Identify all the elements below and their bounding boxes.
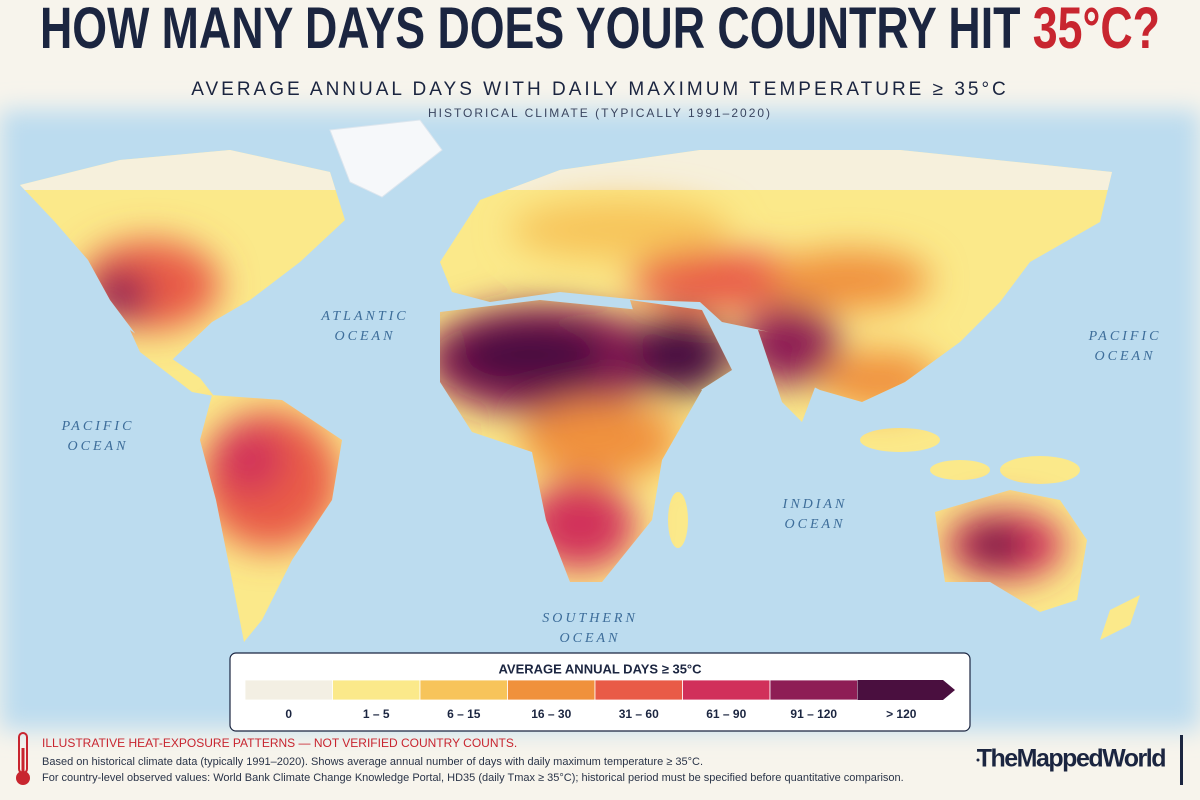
legend-title: AVERAGE ANNUAL DAYS ≥ 35°C	[498, 661, 702, 676]
note: Based on historical climate data (typica…	[42, 756, 703, 768]
ocean-label: OCEAN	[1095, 349, 1156, 364]
subtitle: AVERAGE ANNUAL DAYS WITH DAILY MAXIMUM T…	[191, 79, 1009, 100]
ocean-label: PACIFIC	[1088, 329, 1162, 344]
warning: ILLUSTRATIVE HEAT-EXPOSURE PATTERNS — NO…	[42, 736, 517, 750]
brand-dot	[976, 758, 980, 762]
legend-label: 16 – 30	[531, 707, 571, 721]
legend-swatch	[857, 680, 955, 700]
legend-label: 0	[285, 707, 292, 721]
title-main: HOW MANY DAYS DOES YOUR COUNTRY HIT	[40, 0, 1020, 61]
note: For country-level observed values: World…	[42, 772, 904, 784]
brand: TheMappedWorld	[977, 745, 1165, 773]
ocean-labels: ATLANTIC OCEAN PACIFIC OCEAN PACIFIC OCEAN IND…	[61, 309, 1162, 646]
legend-label: 61 – 90	[706, 707, 746, 721]
ocean-label: SOUTHERN	[542, 611, 638, 626]
ocean-label: INDIAN	[782, 497, 848, 512]
legend-label: 91 – 120	[790, 707, 837, 721]
thermometer-icon	[16, 732, 30, 785]
legend-label: > 120	[886, 707, 917, 721]
legend-swatch	[507, 679, 596, 701]
ocean-label: PACIFIC	[61, 419, 135, 434]
ocean-label: OCEAN	[68, 439, 129, 454]
ocean-label: OCEAN	[785, 517, 846, 532]
period: HISTORICAL CLIMATE (TYPICALLY 1991–2020)	[428, 106, 772, 120]
legend-swatch	[419, 679, 508, 701]
legend-swatch	[682, 679, 771, 701]
legend-label: 31 – 60	[619, 707, 659, 721]
legend-label: 1 – 5	[363, 707, 390, 721]
legend-swatch	[244, 679, 333, 701]
title: HOW MANY DAYS DOES YOUR COUNTRY HIT35°C?	[40, 0, 1160, 61]
legend-swatch	[594, 679, 683, 701]
legend: 0 1 – 5 6 – 15 16 – 30 31 – 60 61 – 90 91 – 12…	[244, 679, 955, 721]
legend-swatch	[332, 679, 421, 701]
brand-bar	[1180, 735, 1183, 785]
greenland	[329, 119, 443, 198]
legend-swatch	[769, 679, 858, 701]
ocean-label: ATLANTIC	[320, 309, 408, 324]
ocean-label: OCEAN	[560, 631, 621, 646]
title-highlight: 35°C?	[1033, 0, 1160, 61]
ocean-label: OCEAN	[335, 329, 396, 344]
legend-label: 6 – 15	[447, 707, 481, 721]
